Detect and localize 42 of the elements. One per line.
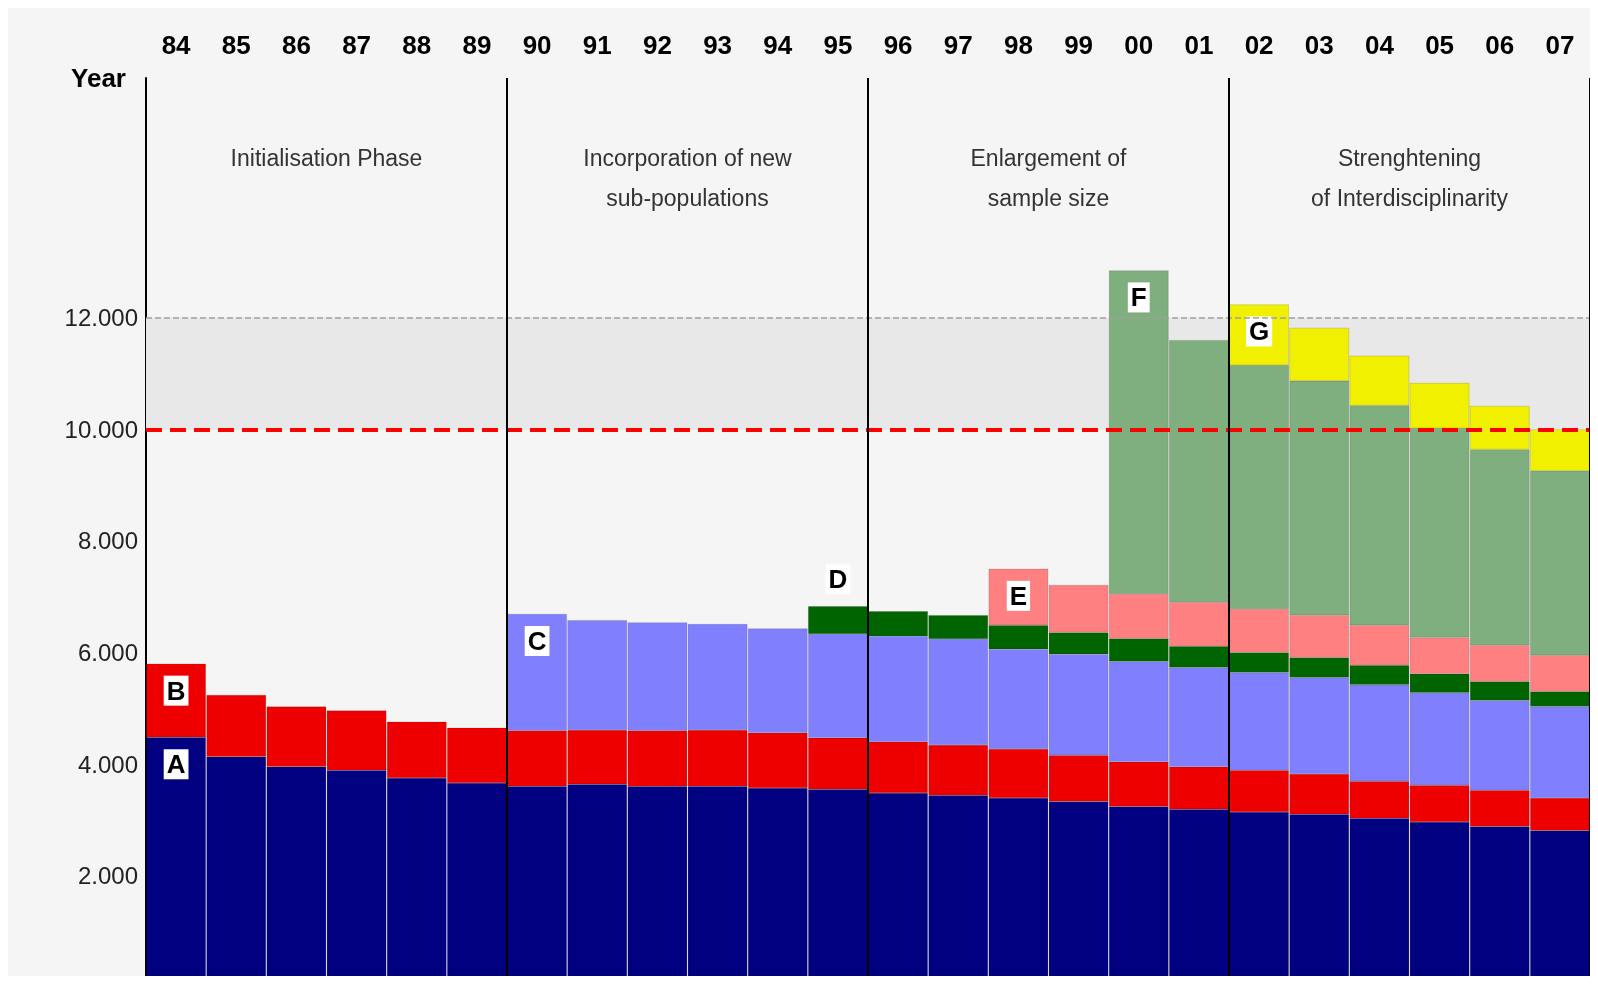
x-tick-label: 97 [943, 30, 973, 60]
series-label: E [1009, 580, 1028, 611]
series-label: A [166, 749, 186, 780]
x-tick-label: 89 [462, 30, 492, 60]
series-label: G [1248, 316, 1270, 347]
series-label: C [527, 626, 547, 657]
x-tick-label: 88 [402, 30, 432, 60]
x-tick-label: 98 [1003, 30, 1033, 60]
x-tick-label: 90 [522, 30, 552, 60]
x-tick-label: 87 [342, 30, 372, 60]
annotation: Initialisation Phase [230, 145, 423, 171]
annotation: Incorporation of new sub-populations [583, 145, 793, 211]
x-tick-label: 07 [1545, 30, 1575, 60]
x-tick-label: 06 [1485, 30, 1515, 60]
x-tick-label: 96 [883, 30, 913, 60]
annotation: Enlargement of sample size [970, 145, 1128, 211]
y-tick-label: 10.000 [64, 415, 138, 443]
x-tick-label: 86 [281, 30, 311, 60]
x-tick-label: 99 [1064, 30, 1094, 60]
x-tick-label: 03 [1304, 30, 1334, 60]
x-tick-label: 94 [763, 30, 793, 60]
x-tick-label: 02 [1244, 30, 1274, 60]
x-tick-label: 95 [823, 30, 853, 60]
x-tick-label: 92 [642, 30, 672, 60]
series-label: B [166, 675, 186, 706]
x-tick-label: 05 [1425, 30, 1455, 60]
x-tick-label: 84 [161, 30, 192, 60]
series-label: D [828, 564, 848, 595]
y-tick-label: 4.000 [77, 750, 138, 778]
y-tick-label: 8.000 [77, 527, 138, 555]
y-tick-label: 6.000 [77, 639, 138, 666]
x-tick-label: 01 [1184, 30, 1214, 60]
y-tick-label: 2.000 [77, 862, 138, 890]
x-tick-label: 91 [582, 30, 612, 60]
x-axis-title: Year [71, 63, 126, 93]
x-tick-label: 04 [1364, 30, 1395, 60]
annotation: Strenghtening of Interdisciplinarity [1311, 145, 1509, 211]
y-tick-label: 12.000 [64, 304, 138, 332]
x-tick-label: 93 [703, 30, 733, 60]
series-label: F [1130, 282, 1147, 313]
x-tick-label: 85 [221, 30, 251, 60]
x-tick-label: 00 [1124, 30, 1154, 60]
